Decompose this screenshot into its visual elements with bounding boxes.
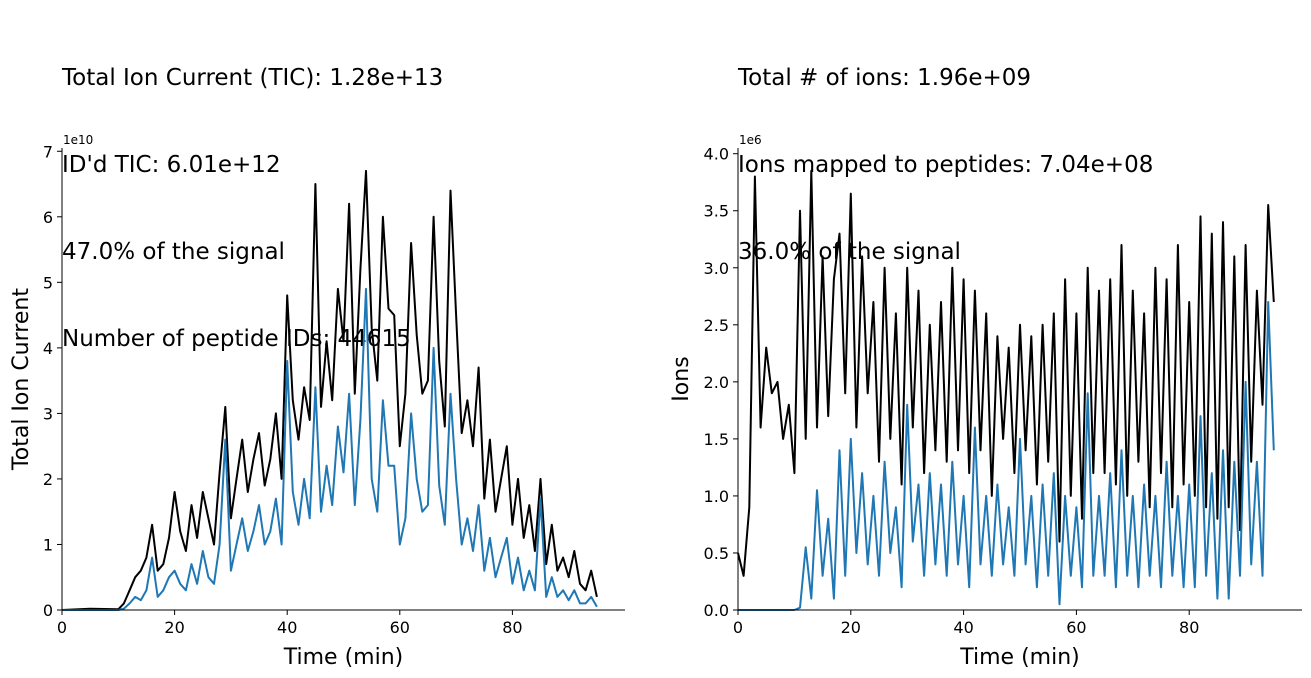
x-axis-label: Time (min) [283,645,404,670]
x-tick-label: 80 [1179,618,1199,637]
left-title-line: 47.0% of the signal [62,239,285,265]
x-tick-label: 40 [953,618,973,637]
y-offset-label: 1e6 [739,133,762,147]
left-chart-title: Total Ion Current (TIC): 1.28e+13 ID'd T… [62,6,443,383]
y-tick-label: 1.0 [704,487,729,506]
x-tick-label: 60 [1066,618,1086,637]
right-title-line: Total # of ions: 1.96e+09 [738,65,1032,91]
y-tick-label: 6 [43,208,53,227]
ions-chart: 0 20 40 60 80 0.0 0.5 1.0 1.5 2.0 2.5 3.0 3.5 4.0 1e6 T… [669,133,1302,670]
identified-signal-line [738,301,1275,611]
y-tick-label: 3.5 [704,202,729,221]
y-tick-label: 5 [43,273,53,292]
tic-chart: 0 20 40 60 80 0 1 2 3 4 5 6 7 1e10 Time (min) Total Ion… [9,133,625,670]
y-tick-label: 4 [43,339,53,358]
y-tick-label: 0.0 [704,601,729,620]
total-signal-line [737,169,1275,577]
x-tick-label: 20 [164,618,184,637]
y-tick-label: 2.0 [704,373,729,392]
left-title-line: Total Ion Current (TIC): 1.28e+13 [62,65,444,91]
left-title-line: Number of peptide IDs: 44615 [62,326,411,352]
total-signal-line [61,169,598,611]
y-tick-label: 1 [43,535,53,554]
y-axis-label: Ions [669,356,694,401]
y-tick-label: 1.5 [704,430,729,449]
y-tick-label: 2 [43,470,53,489]
y-axis-label: Total Ion Current [9,288,34,471]
x-tick-label: 60 [390,618,410,637]
y-tick-label: 0.5 [704,544,729,563]
x-axis-label: Time (min) [959,645,1080,670]
identified-signal-line [62,287,598,611]
x-tick-label: 40 [277,618,297,637]
x-tick-label: 20 [841,618,861,637]
x-tick-label: 0 [57,618,67,637]
y-tick-label: 0 [43,601,53,620]
x-tick-label: 0 [733,618,743,637]
y-tick-label: 3 [43,404,53,423]
right-title-line: Ions mapped to peptides: 7.04e+08 [738,152,1154,178]
y-tick-label: 4.0 [704,145,729,164]
y-offset-label: 1e10 [63,133,93,147]
x-tick-label: 80 [502,618,522,637]
y-tick-label: 2.5 [704,316,729,335]
y-tick-label: 7 [43,142,53,161]
y-tick-label: 3.0 [704,259,729,278]
left-title-line: ID'd TIC: 6.01e+12 [62,152,281,178]
